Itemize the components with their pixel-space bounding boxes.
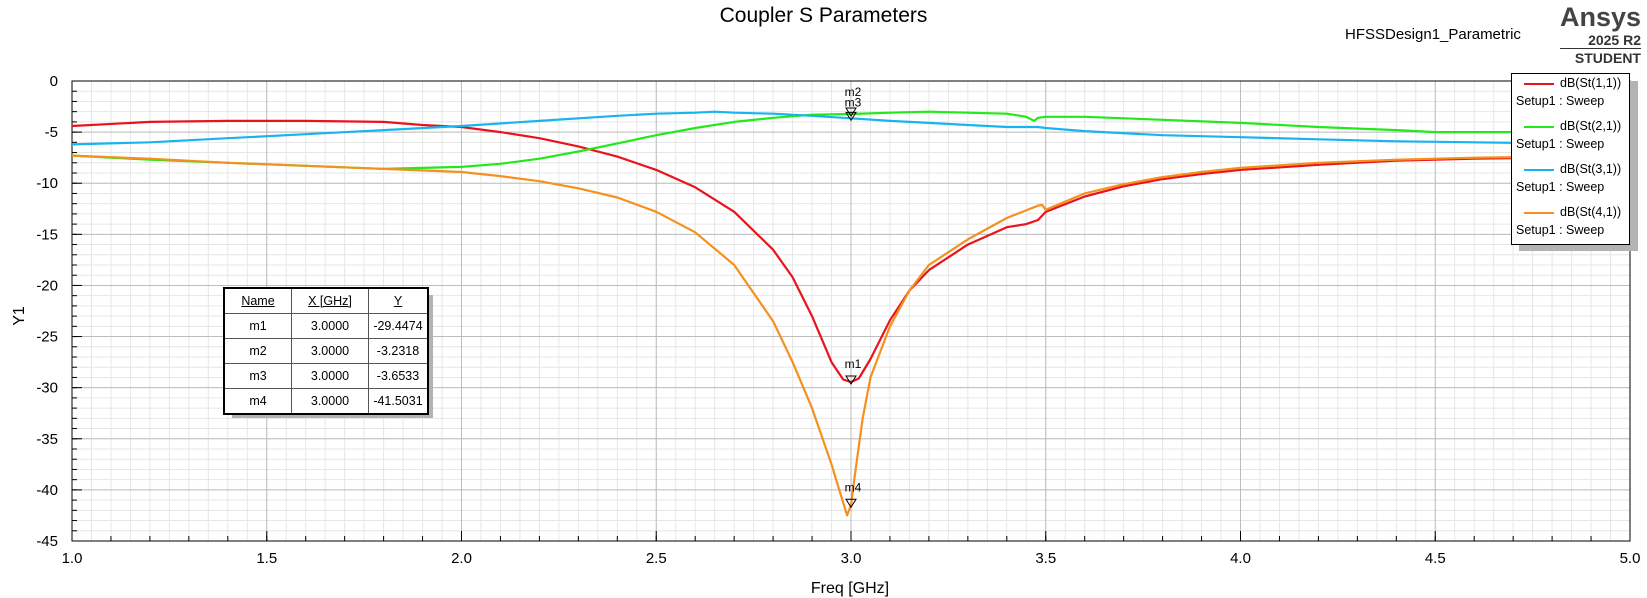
marker-name: m1 xyxy=(223,313,292,339)
legend-swatch xyxy=(1524,126,1554,128)
brand-name: Ansys xyxy=(1559,2,1641,32)
y-tick-label: -15 xyxy=(36,226,58,243)
tick-labels: 1.0 1.5 2.0 2.5 3.0 3.5 4.0 4.5 5.0 0 -5 -10 -15 -20 -… xyxy=(36,73,1640,567)
y-tick-label: -25 xyxy=(36,329,58,346)
marker-label: m3 xyxy=(845,95,862,109)
marker-y: -3.6533 xyxy=(368,363,429,389)
legend-swatch xyxy=(1524,169,1554,171)
marker-name: m2 xyxy=(223,338,292,364)
table-row: m4 3.0000 -41.5031 xyxy=(223,388,429,415)
y-tick-label: -40 xyxy=(36,482,58,499)
marker-label: m1 xyxy=(845,357,862,371)
x-tick-label: 1.0 xyxy=(62,550,83,567)
y-tick-label: -20 xyxy=(36,277,58,294)
marker-table[interactable]: Name X [GHz] Y m1 3.0000 -29.4474 m2 3.0… xyxy=(223,287,429,415)
y-tick-label: -35 xyxy=(36,431,58,448)
legend-swatch xyxy=(1524,212,1554,214)
marker-triangle xyxy=(845,375,857,385)
x-tick-label: 3.0 xyxy=(841,550,862,567)
brand-logo: Ansys 2025 R2 STUDENT xyxy=(1559,2,1641,67)
legend-entry-s21[interactable]: dB(St(2,1)) Setup1 : Sweep xyxy=(1516,117,1628,159)
legend-series-name: dB(St(4,1)) xyxy=(1560,205,1622,219)
legend-series-setup: Setup1 : Sweep xyxy=(1516,180,1605,194)
x-tick-label: 2.0 xyxy=(451,550,472,567)
table-row: m3 3.0000 -3.6533 xyxy=(223,363,429,389)
x-tick-label: 4.0 xyxy=(1230,550,1251,567)
y-tick-label: -30 xyxy=(36,380,58,397)
chart-title: Coupler S Parameters xyxy=(719,4,928,27)
legend-series-name: dB(St(1,1)) xyxy=(1560,76,1622,90)
header-y: Y xyxy=(368,287,429,314)
series-line xyxy=(71,119,1630,384)
series-line xyxy=(71,110,1630,170)
legend-series-name: dB(St(3,1)) xyxy=(1560,162,1622,176)
marker-x: 3.0000 xyxy=(291,338,369,364)
marker-triangle xyxy=(845,498,857,509)
table-row: m2 3.0000 -3.2318 xyxy=(223,338,429,364)
legend-swatch xyxy=(1524,83,1554,85)
legend-entry-s41[interactable]: dB(St(4,1)) Setup1 : Sweep xyxy=(1516,203,1628,245)
marker-x: 3.0000 xyxy=(291,363,369,389)
marker-label: m4 xyxy=(845,480,862,494)
x-tick-label: 3.5 xyxy=(1035,550,1056,567)
legend-series-setup: Setup1 : Sweep xyxy=(1516,94,1605,108)
legend[interactable]: dB(St(1,1)) Setup1 : Sweep dB(St(2,1)) S… xyxy=(1511,73,1630,245)
axis-ticks xyxy=(71,80,1631,542)
y-axis-label: Y1 xyxy=(11,306,28,326)
legend-series-setup: Setup1 : Sweep xyxy=(1516,223,1605,237)
brand-version: 2025 R2 xyxy=(1559,32,1641,49)
legend-series-name: dB(St(2,1)) xyxy=(1560,119,1622,133)
header-x: X [GHz] xyxy=(291,287,369,314)
marker-name: m4 xyxy=(223,388,292,415)
chart-subtitle: HFSSDesign1_Parametric xyxy=(1345,26,1521,43)
series-line xyxy=(71,154,1631,517)
series-lines xyxy=(71,110,1631,517)
marker-table-header: Name X [GHz] Y xyxy=(223,287,429,314)
marker-x: 3.0000 xyxy=(291,313,369,339)
y-tick-label: -45 xyxy=(36,533,58,550)
header-name: Name xyxy=(223,287,292,314)
table-row: m1 3.0000 -29.4474 xyxy=(223,313,429,339)
y-tick-label: 0 xyxy=(50,73,58,90)
x-tick-label: 5.0 xyxy=(1620,550,1641,567)
marker-triangle xyxy=(845,111,857,122)
y-tick-label: -10 xyxy=(36,175,58,192)
x-tick-label: 4.5 xyxy=(1425,550,1446,567)
marker-label: m2 xyxy=(845,85,862,99)
x-axis-label: Freq [GHz] xyxy=(811,580,889,597)
marker-y: -29.4474 xyxy=(368,313,429,339)
marker-y: -41.5031 xyxy=(368,388,429,415)
y-tick-label: -5 xyxy=(45,124,58,141)
legend-entry-s31[interactable]: dB(St(3,1)) Setup1 : Sweep xyxy=(1516,160,1628,202)
marker-name: m3 xyxy=(223,363,292,389)
legend-series-setup: Setup1 : Sweep xyxy=(1516,137,1605,151)
series-line xyxy=(71,110,1630,146)
marker-x: 3.0000 xyxy=(291,388,369,415)
legend-entry-s11[interactable]: dB(St(1,1)) Setup1 : Sweep xyxy=(1516,74,1628,116)
brand-edition: STUDENT xyxy=(1574,50,1641,66)
x-tick-label: 1.5 xyxy=(256,550,277,567)
marker-y: -3.2318 xyxy=(368,338,429,364)
x-tick-label: 2.5 xyxy=(646,550,667,567)
